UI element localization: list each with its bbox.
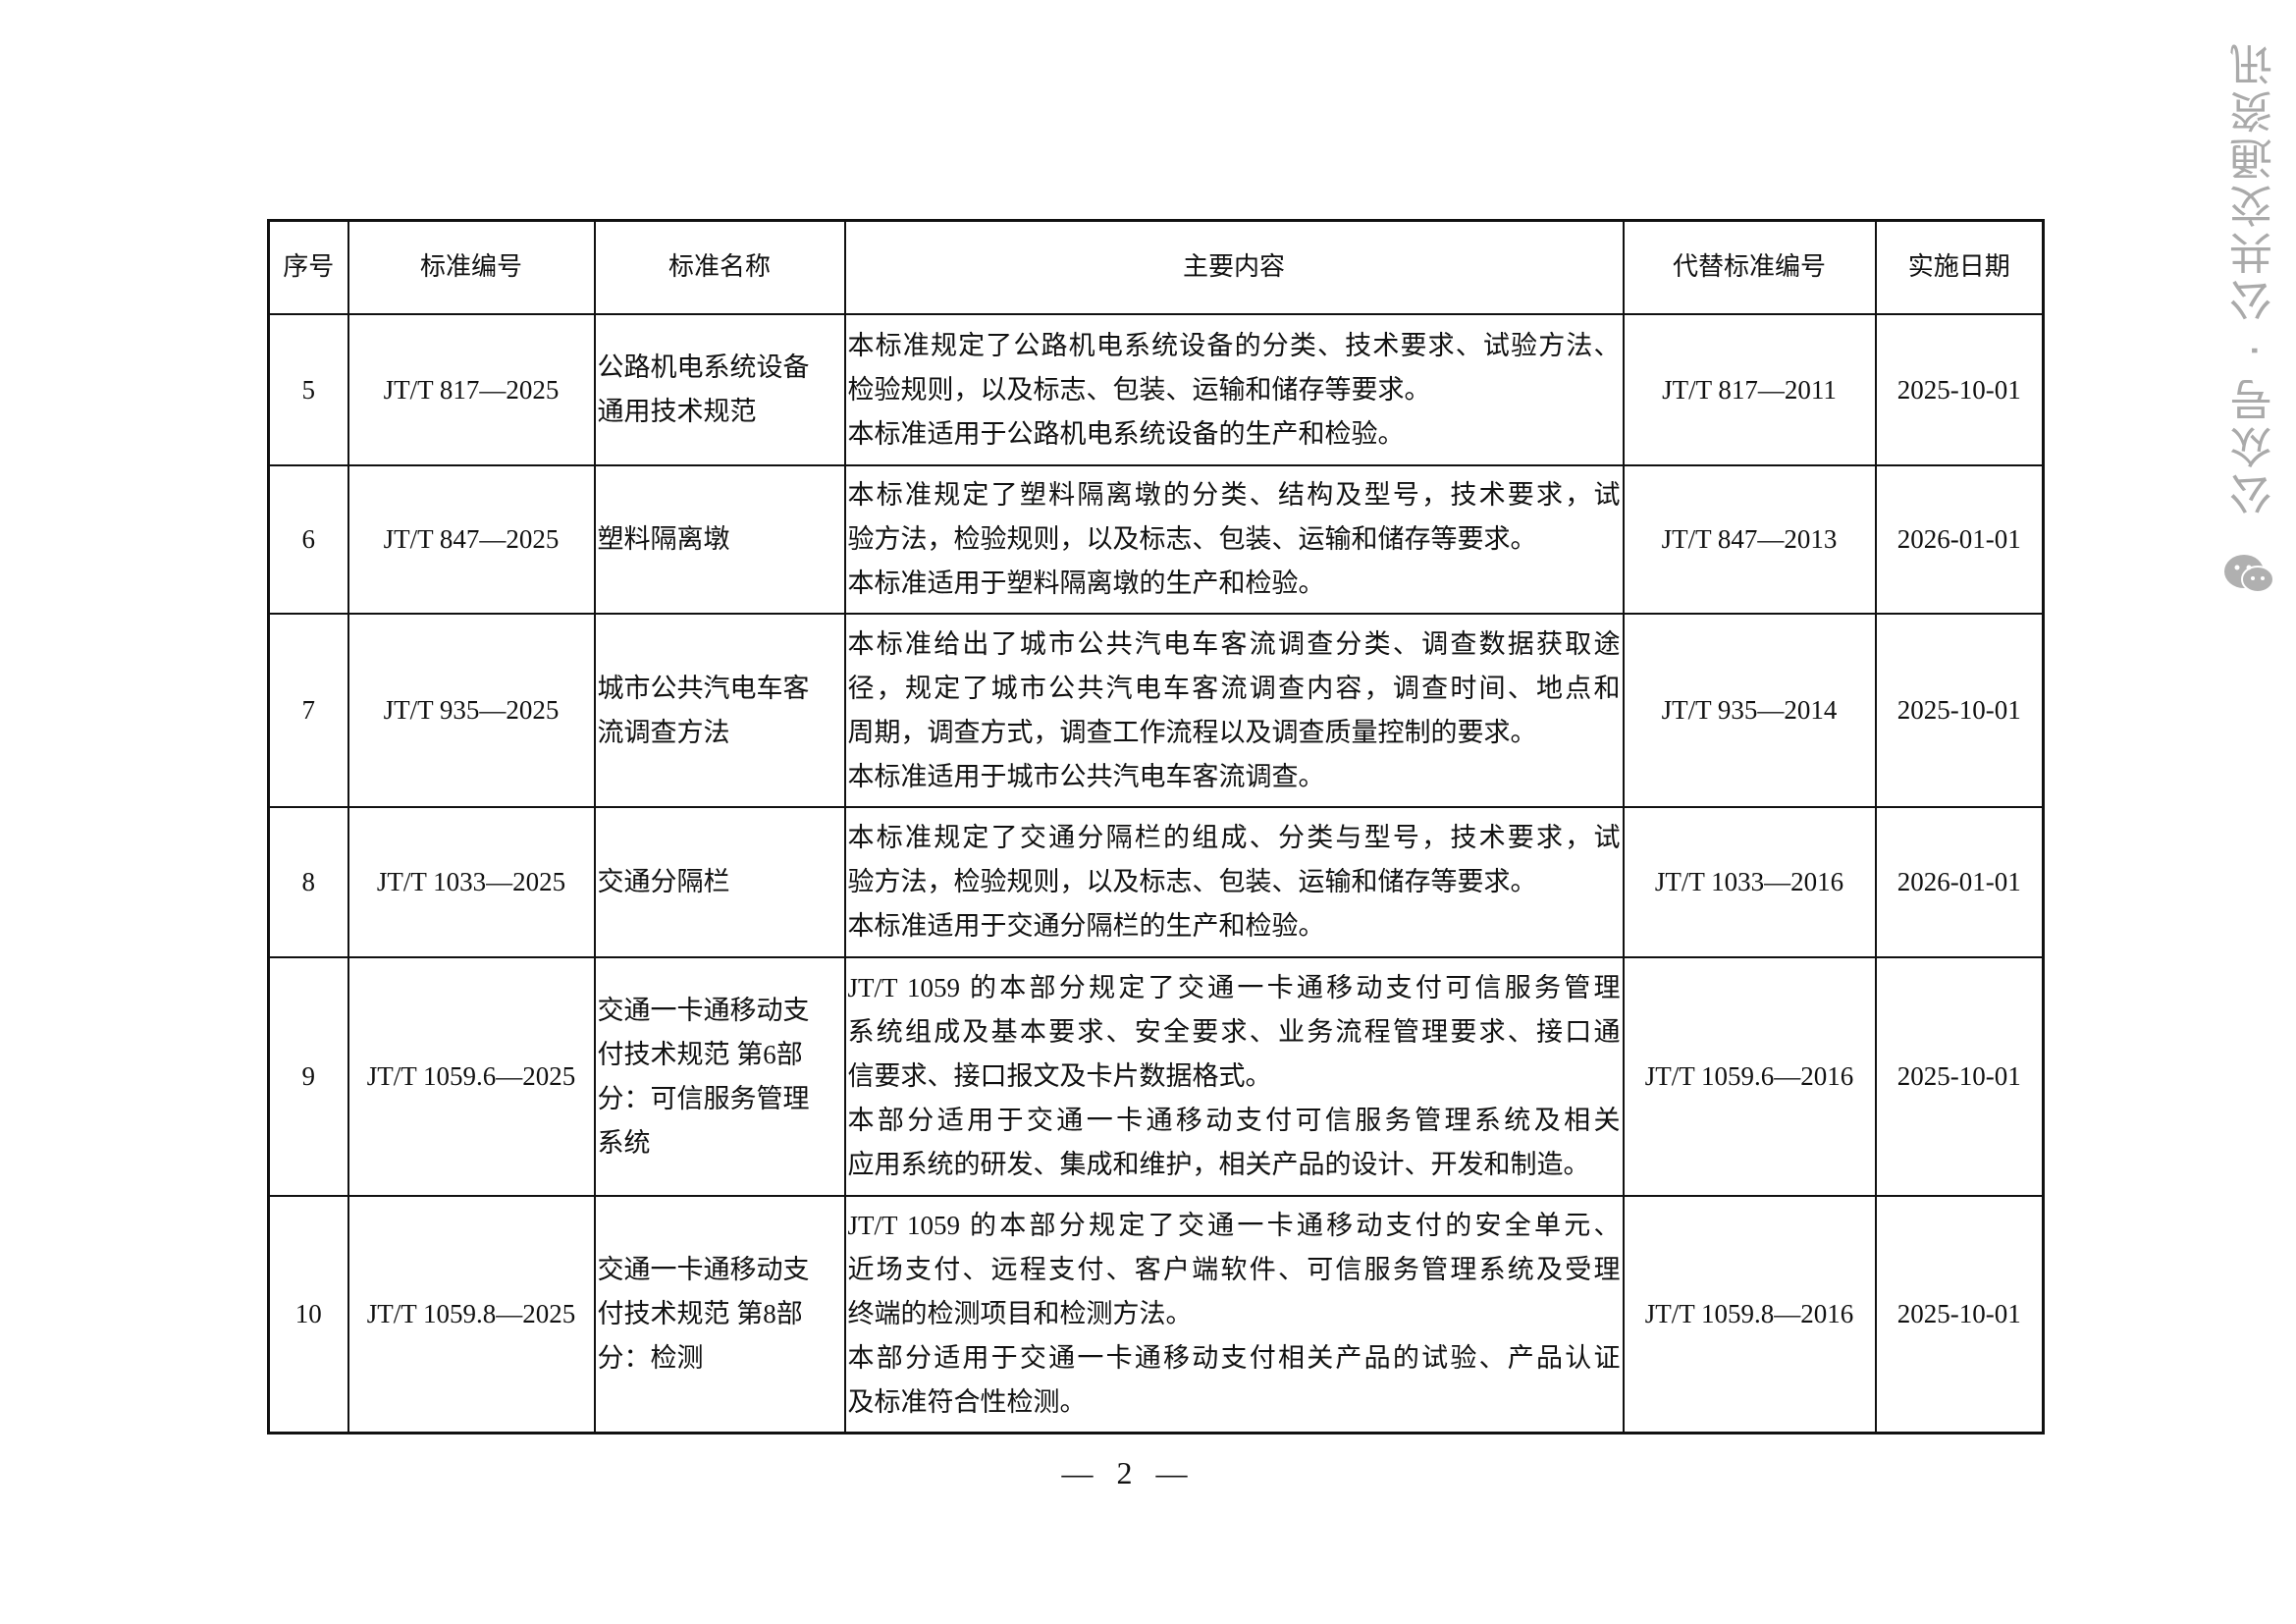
- cell-content-line: 终端的检测项目和检测方法。: [847, 1298, 1193, 1328]
- table-row: 7 JT/T 935—2025 城市公共汽电车客 流调查方法 本标准给出了城市公共汽电车…: [267, 613, 2045, 808]
- cell-content: JT/T 1059 的本部分规定了交通一卡通移动支付的安全单元、 近场支付、远程支…: [843, 1195, 1625, 1434]
- cell-content-line: 本标准规定了公路机电系统设备的分类、技术要求、试验方法、: [847, 330, 1621, 360]
- cell-content: JT/T 1059 的本部分规定了交通一卡通移动支付可信服务管理 系统组成及基本要…: [843, 956, 1625, 1197]
- cell-content-line: 验方法，检验规则，以及标志、包装、运输和储存等要求。: [847, 524, 1537, 554]
- cell-content-line: 本标准规定了塑料隔离墩的分类、结构及型号，技术要求，试: [847, 480, 1621, 510]
- cell-date: 2025-10-01: [1874, 956, 2045, 1197]
- header-name: 标准名称: [593, 219, 846, 315]
- table-header-row: 序号 标准编号 标准名称 主要内容 代替标准编号 实施日期: [267, 219, 2045, 315]
- cell-content: 本标准规定了交通分隔栏的组成、分类与型号，技术要求，试 验方法，检验规则，以及标志…: [843, 806, 1625, 958]
- page-number: — 2 —: [1061, 1455, 1196, 1490]
- cell-code: JT/T 935—2025: [347, 613, 596, 808]
- cell-name-line: 付技术规范 第8部: [597, 1298, 803, 1328]
- cell-content-line: 应用系统的研发、集成和维护，相关产品的设计、开发和制造。: [847, 1150, 1590, 1179]
- cell-replaces: JT/T 817—2011: [1622, 313, 1877, 466]
- cell-name-line: 交通分隔栏: [597, 867, 730, 896]
- header-content: 主要内容: [843, 219, 1625, 315]
- cell-content-line: 本标准适用于城市公共汽电车客流调查。: [847, 761, 1325, 791]
- cell-name-line: 付技术规范 第6部: [597, 1039, 803, 1069]
- cell-name-line: 公路机电系统设备: [597, 352, 810, 382]
- header-replaces: 代替标准编号: [1622, 219, 1877, 315]
- cell-name-line: 分：检测: [597, 1342, 704, 1373]
- cell-name-line: 分：可信服务管理: [597, 1083, 810, 1113]
- cell-code: JT/T 1033—2025: [347, 806, 596, 958]
- cell-replaces: JT/T 1059.8—2016: [1622, 1195, 1877, 1434]
- watermark-text: 公众号 · 公共交通资讯: [2230, 39, 2280, 516]
- table-row: 6 JT/T 847—2025 塑料隔离墩 本标准规定了塑料隔离墩的分类、结构及型号，…: [267, 464, 2045, 615]
- cell-no: 7: [267, 613, 349, 808]
- cell-content-line: 本标准适用于交通分隔栏的生产和检验。: [847, 911, 1325, 941]
- cell-content-line: JT/T 1059 的本部分规定了交通一卡通移动支付的安全单元、: [847, 1210, 1621, 1240]
- cell-name: 交通一卡通移动支 付技术规范 第8部 分：检测: [593, 1195, 846, 1434]
- header-no: 序号: [267, 219, 349, 315]
- cell-content-line: JT/T 1059 的本部分规定了交通一卡通移动支付可信服务管理: [847, 973, 1621, 1002]
- cell-content: 本标准规定了公路机电系统设备的分类、技术要求、试验方法、 检验规则，以及标志、包装…: [843, 313, 1625, 466]
- cell-replaces: JT/T 847—2013: [1622, 464, 1877, 615]
- cell-replaces: JT/T 1033—2016: [1622, 806, 1877, 958]
- cell-content-line: 本部分适用于交通一卡通移动支付可信服务管理系统及相关: [847, 1106, 1621, 1135]
- cell-code: JT/T 847—2025: [347, 464, 596, 615]
- cell-name: 塑料隔离墩: [593, 464, 846, 615]
- cell-content-line: 信要求、接口报文及卡片数据格式。: [847, 1061, 1272, 1091]
- cell-name: 公路机电系统设备 通用技术规范: [593, 313, 846, 466]
- cell-name-line: 交通一卡通移动支: [597, 1254, 810, 1284]
- table-row: 8 JT/T 1033—2025 交通分隔栏 本标准规定了交通分隔栏的组成、分类与型号…: [267, 806, 2045, 958]
- cell-name: 交通分隔栏: [593, 806, 846, 958]
- cell-content-line: 本标准规定了交通分隔栏的组成、分类与型号，技术要求，试: [847, 823, 1621, 852]
- cell-date: 2026-01-01: [1874, 806, 2045, 958]
- cell-content-line: 本标准适用于公路机电系统设备的生产和检验。: [847, 418, 1405, 449]
- cell-replaces: JT/T 1059.6—2016: [1622, 956, 1877, 1197]
- cell-date: 2025-10-01: [1874, 1195, 2045, 1434]
- cell-name-line: 城市公共汽电车客: [597, 673, 810, 703]
- cell-content-line: 及标准符合性检测。: [847, 1386, 1087, 1417]
- cell-content-line: 近场支付、远程支付、客户端软件、可信服务管理系统及受理: [847, 1254, 1621, 1284]
- cell-name-line: 交通一卡通移动支: [597, 995, 810, 1025]
- cell-no: 6: [267, 464, 349, 615]
- cell-name: 交通一卡通移动支 付技术规范 第6部 分：可信服务管理 系统: [593, 956, 846, 1197]
- cell-no: 8: [267, 806, 349, 958]
- cell-name-line: 塑料隔离墩: [597, 524, 730, 554]
- cell-content: 本标准给出了城市公共汽电车客流调查分类、调查数据获取途 径，规定了城市公共汽电车客…: [843, 613, 1625, 808]
- cell-name-line: 流调查方法: [597, 717, 730, 747]
- table-row: 5 JT/T 817—2025 公路机电系统设备 通用技术规范 本标准规定了公路机电系统…: [267, 313, 2045, 466]
- header-code: 标准编号: [347, 219, 596, 315]
- header-date: 实施日期: [1874, 219, 2045, 315]
- table-row: 9 JT/T 1059.6—2025 交通一卡通移动支 付技术规范 第6部 分：可信服务…: [267, 956, 2045, 1197]
- cell-code: JT/T 1059.8—2025: [347, 1195, 596, 1434]
- cell-code: JT/T 817—2025: [347, 313, 596, 466]
- cell-content-line: 本标准给出了城市公共汽电车客流调查分类、调查数据获取途: [847, 628, 1621, 659]
- cell-no: 10: [267, 1195, 349, 1434]
- cell-content-line: 验方法，检验规则，以及标志、包装、运输和储存等要求。: [847, 867, 1537, 896]
- cell-content-line: 本部分适用于交通一卡通移动支付相关产品的试验、产品认证: [847, 1342, 1621, 1373]
- watermark: 公众号 · 公共交通资讯: [2220, 39, 2280, 599]
- cell-content-line: 周期，调查方式，调查工作流程以及调查质量控制的要求。: [847, 717, 1537, 747]
- cell-content-line: 径，规定了城市公共汽电车客流调查内容，调查时间、地点和: [847, 673, 1621, 703]
- cell-name: 城市公共汽电车客 流调查方法: [593, 613, 846, 808]
- cell-replaces: JT/T 935—2014: [1622, 613, 1877, 808]
- cell-no: 9: [267, 956, 349, 1197]
- cell-date: 2025-10-01: [1874, 313, 2045, 466]
- cell-content: 本标准规定了塑料隔离墩的分类、结构及型号，技术要求，试 验方法，检验规则，以及标志…: [843, 464, 1625, 615]
- standards-table: 序号 标准编号 标准名称 主要内容 代替标准编号 实施日期 5 JT/T 817—…: [267, 219, 2045, 1435]
- cell-no: 5: [267, 313, 349, 466]
- table-row: 10 JT/T 1059.8—2025 交通一卡通移动支 付技术规范 第8部 分：检测 J…: [267, 1195, 2045, 1434]
- cell-code: JT/T 1059.6—2025: [347, 956, 596, 1197]
- cell-content-line: 检验规则，以及标志、包装、运输和储存等要求。: [847, 374, 1431, 405]
- cell-name-line: 系统: [597, 1127, 651, 1158]
- cell-content-line: 本标准适用于塑料隔离墩的生产和检验。: [847, 568, 1325, 598]
- cell-content-line: 系统组成及基本要求、安全要求、业务流程管理要求、接口通: [847, 1017, 1621, 1047]
- cell-date: 2026-01-01: [1874, 464, 2045, 615]
- cell-date: 2025-10-01: [1874, 613, 2045, 808]
- wechat-icon: [2224, 555, 2274, 593]
- cell-name-line: 通用技术规范: [597, 397, 757, 426]
